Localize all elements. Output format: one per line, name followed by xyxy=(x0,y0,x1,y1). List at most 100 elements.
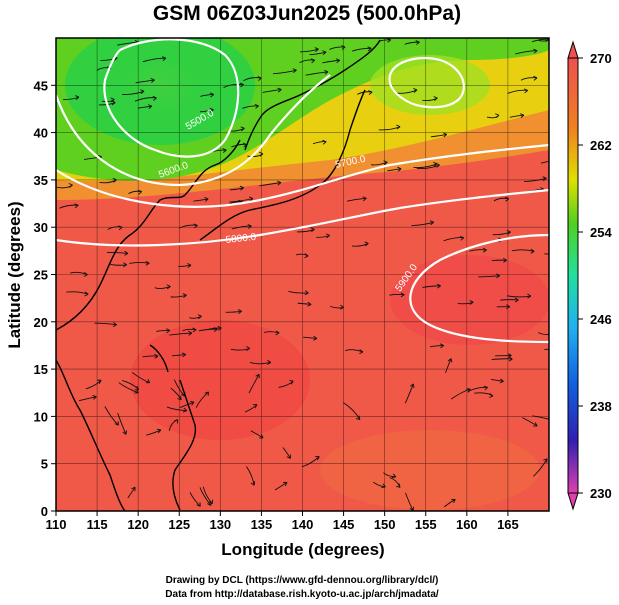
streamline-arrow xyxy=(355,415,361,420)
streamline-arrow xyxy=(145,260,150,266)
streamline xyxy=(106,252,128,254)
streamline-arrow xyxy=(267,359,272,365)
streamline xyxy=(117,41,139,46)
streamline xyxy=(229,198,254,203)
streamline-arrow xyxy=(118,225,123,231)
streamline-arrow xyxy=(530,248,535,254)
streamline-arrow xyxy=(173,419,179,424)
x-axis: 110 115 120 125 130 135 140 145 150 155 160 165 xyxy=(46,511,519,532)
streamline xyxy=(193,198,209,202)
colorbar-tick-label: 270 xyxy=(590,51,612,66)
streamline-arrow xyxy=(131,486,136,492)
streamline-arrow xyxy=(145,378,151,384)
streamline-arrow xyxy=(112,177,117,183)
coastline-taiwan xyxy=(149,344,169,373)
streamline-arrow xyxy=(307,301,312,307)
y-tick-label: 10 xyxy=(34,409,48,424)
streamline-arrow xyxy=(124,250,129,256)
streamline-arrow xyxy=(283,481,288,487)
streamline-arrow xyxy=(550,331,554,335)
streamline xyxy=(430,345,444,348)
colorbar-tick-label: 246 xyxy=(590,312,612,327)
streamline-arrow xyxy=(466,388,471,393)
streamline xyxy=(199,487,212,506)
streamline-arrow xyxy=(147,104,153,110)
streamline-arrow xyxy=(507,353,512,359)
streamline xyxy=(492,231,511,236)
colorbar: 230 238 246 254 262 270 xyxy=(567,40,612,511)
contour-label-5800: 5800.0 xyxy=(225,232,257,246)
streamline xyxy=(396,89,418,94)
streamline-arrow xyxy=(196,502,201,507)
streamline-arrow xyxy=(222,148,227,153)
streamline-arrow xyxy=(502,257,507,263)
streamline-arrow xyxy=(324,69,329,75)
streamline xyxy=(301,456,320,468)
streamline-arrow xyxy=(240,126,245,132)
x-tick-label: 120 xyxy=(127,517,149,532)
streamline xyxy=(242,105,259,109)
streamline xyxy=(104,406,119,426)
streamline-arrow xyxy=(122,430,128,435)
streamline-arrow xyxy=(277,180,282,186)
streamline-arrow xyxy=(383,160,388,166)
streamline-arrow xyxy=(310,58,316,64)
streamline xyxy=(288,290,309,294)
streamline-arrow xyxy=(166,284,171,290)
streamline-arrow xyxy=(156,428,162,434)
streamline xyxy=(262,89,282,93)
streamline-arrow xyxy=(362,196,367,202)
streamline xyxy=(389,294,405,296)
contour-5500 xyxy=(103,38,240,158)
y-axis: 0 5 10 15 20 25 30 35 40 45 xyxy=(34,78,56,519)
streamline-arrow xyxy=(482,247,487,253)
y-tick-label: 5 xyxy=(41,457,48,472)
streamline xyxy=(274,481,288,491)
colorbar-tick-label: 254 xyxy=(590,225,612,240)
streamline-arrow xyxy=(246,346,251,351)
streamline-arrow xyxy=(68,183,73,188)
streamline xyxy=(329,46,346,50)
streamline xyxy=(478,275,500,278)
streamline-arrow xyxy=(533,75,538,81)
streamline-arrow xyxy=(550,160,554,164)
streamline xyxy=(169,332,192,336)
streamline xyxy=(83,156,102,160)
streamline-arrow xyxy=(543,458,548,463)
streamline-arrow xyxy=(409,383,415,388)
x-tick-label: 135 xyxy=(251,517,273,532)
streamline-arrow xyxy=(254,103,259,109)
streamline-arrow xyxy=(341,45,346,50)
streamline xyxy=(246,466,255,486)
streamline-arrow xyxy=(415,40,420,46)
streamline-arrow xyxy=(506,229,511,235)
streamline xyxy=(506,295,531,298)
streamline xyxy=(352,47,372,52)
streamline-arrow xyxy=(433,96,438,101)
x-tick-label: 160 xyxy=(456,517,478,532)
coastline-philippines xyxy=(172,379,197,511)
streamline-arrow xyxy=(436,283,441,289)
streamline-arrow xyxy=(182,293,187,299)
streamline xyxy=(443,237,464,242)
streamline xyxy=(491,259,507,262)
streamline-arrow xyxy=(177,395,182,401)
streamline xyxy=(511,249,535,252)
streamline-arrow xyxy=(523,88,529,94)
streamline-arrow xyxy=(555,348,559,352)
streamline xyxy=(154,286,171,289)
chart-title: GSM 06Z03Jun2025 (500.0hPa) xyxy=(153,2,461,25)
streamline-arrow xyxy=(237,309,242,314)
streamline-arrow xyxy=(499,378,504,384)
streamline xyxy=(63,96,80,100)
streamline-arrow xyxy=(74,203,79,209)
streamline-arrow xyxy=(442,132,448,138)
streamline xyxy=(249,361,271,365)
streamline-arrow xyxy=(469,300,474,305)
credit-drawing: Drawing by DCL (https://www.gfd-dennou.o… xyxy=(166,575,439,586)
streamline-arrow xyxy=(217,325,222,331)
streamline xyxy=(118,382,139,394)
streamline-arrow xyxy=(75,95,80,101)
streamline xyxy=(179,401,195,408)
streamline xyxy=(500,299,519,301)
